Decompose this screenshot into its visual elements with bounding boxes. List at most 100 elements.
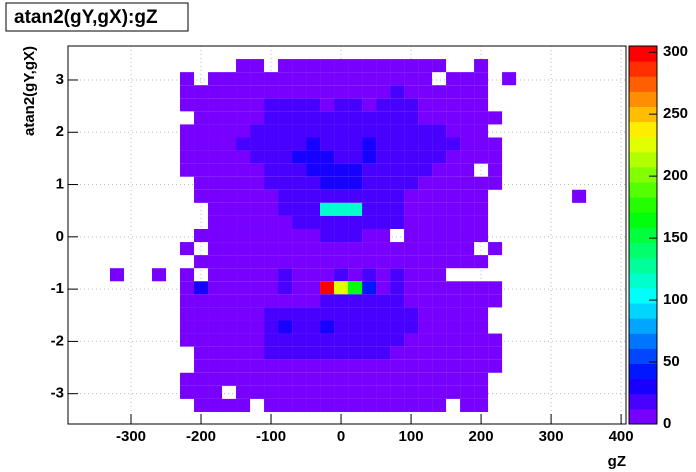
- colorbar-frame: [628, 45, 658, 425]
- cell: [208, 111, 223, 125]
- cell: [390, 85, 405, 99]
- cell: [320, 228, 335, 243]
- cell: [390, 111, 405, 125]
- cell: [236, 189, 251, 203]
- cell: [488, 359, 503, 373]
- cell: [376, 124, 391, 138]
- cell: [222, 202, 237, 216]
- cell: [278, 59, 293, 73]
- cell: [572, 189, 587, 203]
- cell: [180, 98, 195, 112]
- cell: [390, 281, 405, 295]
- cell: [320, 59, 335, 73]
- cell: [432, 111, 447, 125]
- cell: [362, 163, 377, 177]
- cell: [446, 202, 461, 216]
- cell: [194, 85, 209, 99]
- cell: [390, 398, 405, 412]
- cell: [236, 137, 251, 151]
- cell: [292, 320, 307, 334]
- cell: [320, 137, 335, 151]
- cell: [404, 111, 419, 125]
- cell: [348, 268, 363, 282]
- cell: [236, 242, 251, 256]
- cell: [194, 320, 209, 334]
- cell: [432, 359, 447, 373]
- cell: [460, 255, 475, 269]
- y-tick-label: -1: [51, 280, 64, 297]
- cell: [418, 359, 433, 373]
- cell: [446, 228, 461, 243]
- cell: [180, 124, 195, 138]
- cell: [292, 124, 307, 138]
- cell: [334, 372, 349, 386]
- colorbar-band: [629, 212, 657, 228]
- cell: [362, 85, 377, 99]
- x-tick-label: 200: [469, 428, 494, 445]
- cell: [222, 372, 237, 386]
- cell: [474, 228, 489, 243]
- cell: [446, 307, 461, 321]
- cell: [250, 150, 265, 164]
- cell: [180, 268, 195, 282]
- cell: [180, 307, 195, 321]
- cell: [390, 359, 405, 373]
- cell: [306, 124, 321, 138]
- colorbar-band: [629, 363, 657, 380]
- cell: [362, 385, 377, 399]
- cell: [348, 385, 363, 399]
- cell: [250, 385, 265, 399]
- cell: [278, 176, 293, 190]
- cell: [236, 255, 251, 269]
- cell: [236, 176, 251, 190]
- colorbar-band: [629, 393, 657, 410]
- cell: [474, 176, 489, 190]
- cell: [348, 202, 363, 216]
- cell: [488, 163, 503, 177]
- x-tick-label: -200: [186, 428, 216, 445]
- cell: [376, 372, 391, 386]
- y-tick-label: 1: [56, 176, 64, 193]
- cell: [292, 72, 307, 86]
- cell: [348, 255, 363, 269]
- cell: [376, 255, 391, 269]
- cell: [264, 150, 279, 164]
- cell: [264, 98, 279, 112]
- cell: [208, 242, 223, 256]
- cell: [208, 163, 223, 177]
- cell: [306, 215, 321, 229]
- cell: [208, 215, 223, 229]
- cell: [306, 385, 321, 399]
- cell: [250, 268, 265, 282]
- cell: [404, 85, 419, 99]
- cell: [180, 372, 195, 386]
- cell: [418, 281, 433, 295]
- cell: [376, 320, 391, 334]
- cell: [194, 176, 209, 190]
- cell: [348, 176, 363, 190]
- cell: [306, 189, 321, 203]
- colorbar-band: [629, 408, 657, 425]
- cell: [334, 150, 349, 164]
- cell: [278, 228, 293, 243]
- cell: [348, 281, 363, 295]
- cell: [278, 255, 293, 269]
- cell: [320, 372, 335, 386]
- cell: [320, 359, 335, 373]
- cell: [446, 372, 461, 386]
- cell: [502, 72, 517, 86]
- chart-title: atan2(gY,gX):gZ: [14, 7, 158, 28]
- cell: [460, 385, 475, 399]
- cell: [418, 59, 433, 73]
- z-tick-label: 150: [663, 229, 688, 246]
- cell: [474, 72, 489, 86]
- cell: [278, 320, 293, 334]
- cell: [376, 202, 391, 216]
- colorbar-band: [629, 91, 657, 107]
- cell: [222, 189, 237, 203]
- cell: [348, 294, 363, 308]
- cell: [264, 176, 279, 190]
- cell: [264, 398, 279, 412]
- cell: [208, 85, 223, 99]
- cell: [320, 124, 335, 138]
